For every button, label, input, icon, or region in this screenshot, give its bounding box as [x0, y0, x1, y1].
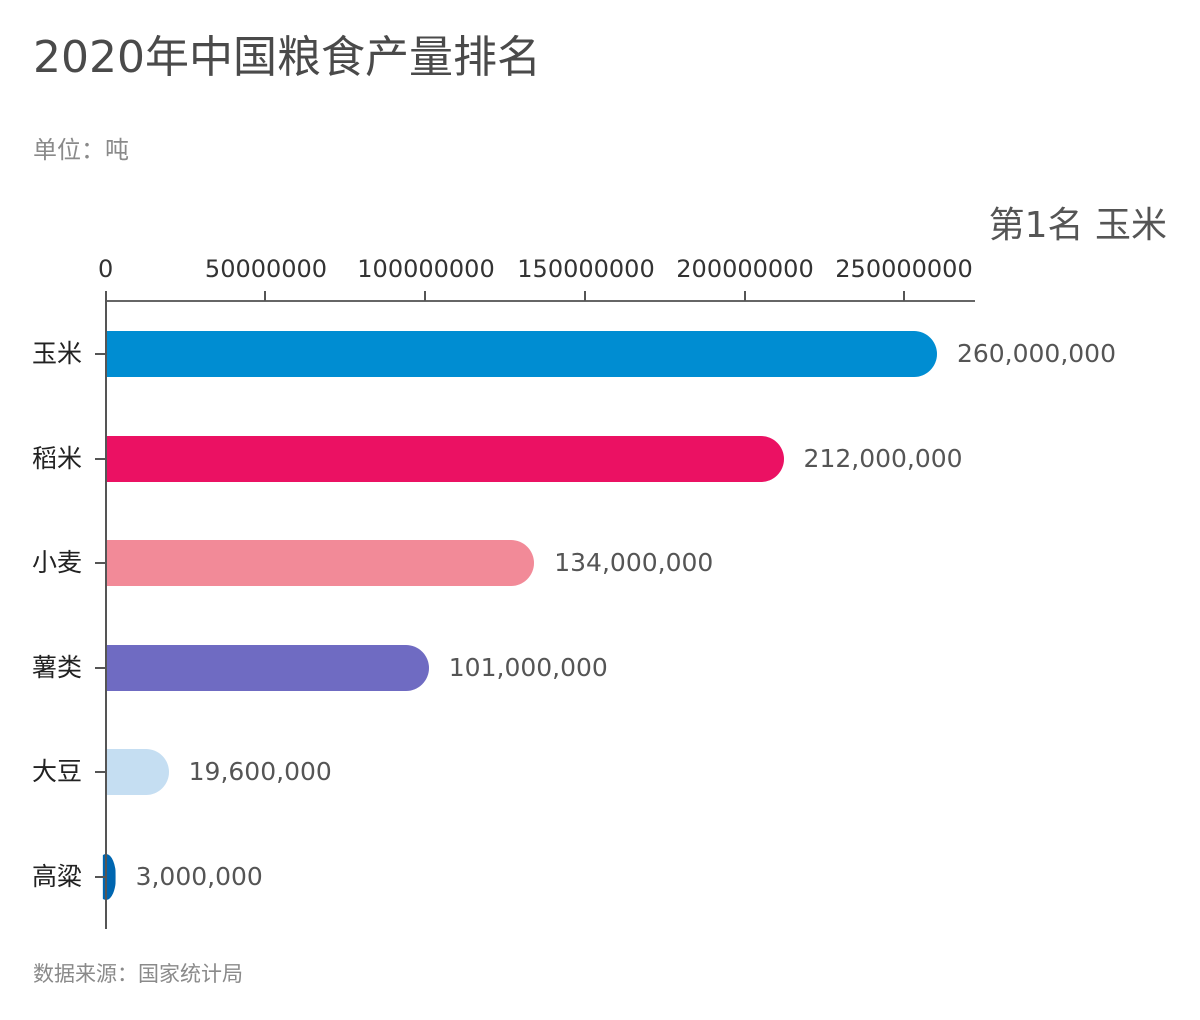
x-tick-label-50m: 50000000 — [204, 255, 328, 283]
value-label-wheat: 134,000,000 — [554, 548, 714, 577]
x-tick-mark — [584, 291, 586, 301]
y-tick-mark — [95, 667, 105, 669]
rank-annotation: 第1名 玉米 — [988, 205, 1167, 246]
bar-corn[interactable] — [106, 331, 937, 377]
x-tick-mark — [264, 291, 266, 301]
x-tick-mark — [903, 291, 905, 301]
value-label-tubers: 101,000,000 — [448, 653, 608, 682]
bar-rice[interactable] — [106, 436, 784, 482]
value-label-soybean: 19,600,000 — [188, 757, 332, 786]
x-tick-label-100m: 100000000 — [357, 255, 495, 283]
y-tick-mark — [95, 876, 105, 878]
y-tick-mark — [95, 562, 105, 564]
value-label-corn: 260,000,000 — [956, 339, 1116, 368]
category-label-tubers: 薯类 — [32, 653, 83, 682]
category-label-rice: 稻米 — [32, 444, 83, 473]
chart-title: 2020年中国粮食产量排名 — [33, 32, 541, 83]
unit-label: 单位：吨 — [33, 136, 129, 164]
x-tick-mark — [424, 291, 426, 301]
value-label-sorghum: 3,000,000 — [135, 862, 263, 891]
category-label-sorghum: 高粱 — [32, 862, 83, 891]
bar-tubers[interactable] — [106, 645, 429, 691]
x-tick-mark — [744, 291, 746, 301]
y-tick-mark — [95, 458, 105, 460]
x-tick-label-250m: 250000000 — [835, 255, 973, 283]
y-axis-line — [105, 291, 107, 929]
data-source: 数据来源：国家统计局 — [33, 962, 243, 986]
bar-wheat[interactable] — [106, 540, 535, 586]
x-tick-label-0: 0 — [98, 255, 114, 283]
x-tick-label-150m: 150000000 — [517, 255, 655, 283]
y-tick-mark — [95, 353, 105, 355]
bar-soybean[interactable] — [106, 749, 169, 795]
value-label-rice: 212,000,000 — [803, 444, 963, 473]
category-label-wheat: 小麦 — [32, 548, 83, 577]
x-tick-label-200m: 200000000 — [676, 255, 814, 283]
category-label-corn: 玉米 — [32, 339, 83, 368]
y-tick-mark — [95, 771, 105, 773]
x-axis-line — [105, 300, 975, 302]
category-label-soybean: 大豆 — [32, 757, 83, 786]
